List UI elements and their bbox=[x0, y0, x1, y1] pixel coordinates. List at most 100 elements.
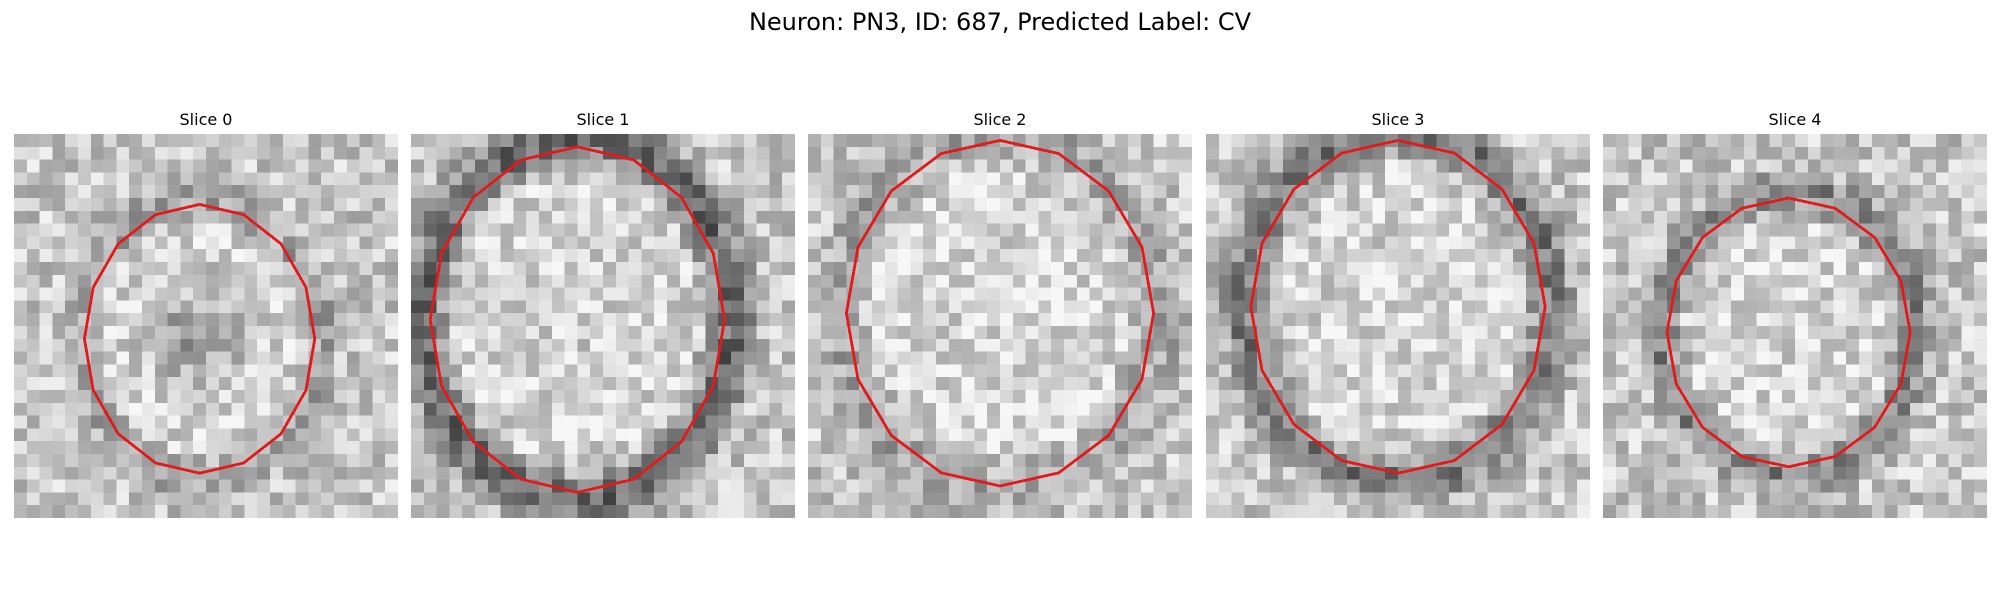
pixel-cell bbox=[487, 249, 501, 263]
pixel-cell bbox=[1410, 185, 1424, 199]
pixel-cell bbox=[1179, 390, 1192, 404]
pixel-cell bbox=[1551, 415, 1565, 429]
pixel-cell bbox=[1833, 351, 1847, 365]
pixel-cell bbox=[231, 185, 245, 199]
pixel-cell bbox=[1359, 326, 1373, 340]
pixel-cell bbox=[1731, 159, 1745, 173]
pixel-cell bbox=[1449, 300, 1463, 314]
pixel-cell bbox=[423, 402, 437, 416]
pixel-cell bbox=[1102, 364, 1116, 378]
pixel-cell bbox=[500, 428, 514, 442]
pixel-cell bbox=[769, 351, 783, 365]
pixel-cell bbox=[1166, 402, 1180, 416]
pixel-cell bbox=[859, 198, 873, 212]
slice-title: Slice 0 bbox=[179, 110, 233, 129]
pixel-cell bbox=[1102, 454, 1116, 468]
pixel-cell bbox=[1012, 351, 1026, 365]
pixel-cell bbox=[1948, 479, 1962, 493]
pixel-cell bbox=[1769, 479, 1783, 493]
pixel-cell bbox=[1756, 313, 1770, 327]
pixel-cell bbox=[1923, 300, 1937, 314]
pixel-cell bbox=[462, 402, 476, 416]
pixel-cell bbox=[1398, 300, 1412, 314]
pixel-cell bbox=[1846, 223, 1860, 237]
pixel-cell bbox=[1551, 313, 1565, 327]
pixel-cell bbox=[1334, 326, 1348, 340]
pixel-cell bbox=[1551, 159, 1565, 173]
pixel-cell bbox=[1076, 236, 1090, 250]
pixel-cell bbox=[1705, 287, 1719, 301]
pixel-cell bbox=[449, 492, 463, 506]
pixel-cell bbox=[1782, 313, 1796, 327]
pixel-cell bbox=[180, 300, 194, 314]
pixel-cell bbox=[90, 364, 104, 378]
pixel-cell bbox=[923, 223, 937, 237]
pixel-cell bbox=[628, 185, 642, 199]
pixel-cell bbox=[411, 364, 425, 378]
pixel-cell bbox=[1833, 274, 1847, 288]
pixel-cell bbox=[1743, 249, 1757, 263]
pixel-cell bbox=[1692, 377, 1706, 391]
pixel-cell bbox=[1807, 210, 1821, 224]
pixel-cell bbox=[1743, 134, 1757, 148]
pixel-cell bbox=[449, 364, 463, 378]
pixel-cell bbox=[1295, 377, 1309, 391]
pixel-cell bbox=[1820, 505, 1834, 518]
pixel-cell bbox=[129, 492, 143, 506]
pixel-cell bbox=[1910, 249, 1924, 263]
pixel-cell bbox=[705, 210, 719, 224]
pixel-cell bbox=[590, 223, 604, 237]
pixel-cell bbox=[1577, 300, 1590, 314]
pixel-cell bbox=[654, 505, 668, 518]
pixel-cell bbox=[1577, 236, 1590, 250]
pixel-cell bbox=[308, 466, 322, 480]
pixel-cell bbox=[372, 287, 386, 301]
pixel-cell bbox=[1795, 441, 1809, 455]
pixel-cell bbox=[142, 402, 156, 416]
pixel-cell bbox=[257, 505, 271, 518]
pixel-cell bbox=[372, 326, 386, 340]
pixel-cell bbox=[1423, 415, 1437, 429]
pixel-cell bbox=[1128, 300, 1142, 314]
pixel-cell bbox=[334, 287, 348, 301]
pixel-cell bbox=[1346, 351, 1360, 365]
pixel-cell bbox=[244, 326, 258, 340]
pixel-cell bbox=[1153, 377, 1167, 391]
pixel-cell bbox=[731, 466, 745, 480]
pixel-cell bbox=[218, 274, 232, 288]
pixel-cell bbox=[1359, 172, 1373, 186]
pixel-cell bbox=[39, 274, 53, 288]
pixel-cell bbox=[551, 454, 565, 468]
pixel-cell bbox=[193, 364, 207, 378]
pixel-cell bbox=[1961, 198, 1975, 212]
pixel-cell bbox=[1820, 146, 1834, 160]
pixel-cell bbox=[1038, 505, 1052, 518]
pixel-cell bbox=[987, 326, 1001, 340]
pixel-cell bbox=[872, 287, 886, 301]
pixel-cell bbox=[1449, 159, 1463, 173]
pixel-cell bbox=[731, 313, 745, 327]
pixel-cell bbox=[257, 249, 271, 263]
pixel-cell bbox=[1500, 287, 1514, 301]
pixel-cell bbox=[14, 134, 28, 148]
pixel-cell bbox=[1564, 390, 1578, 404]
pixel-cell bbox=[1615, 185, 1629, 199]
pixel-cell bbox=[1974, 210, 1987, 224]
pixel-cell bbox=[948, 249, 962, 263]
pixel-cell bbox=[1731, 134, 1745, 148]
pixel-cell bbox=[231, 134, 245, 148]
pixel-cell bbox=[487, 415, 501, 429]
pixel-cell bbox=[551, 377, 565, 391]
pixel-cell bbox=[1257, 146, 1271, 160]
pixel-cell bbox=[1244, 146, 1258, 160]
pixel-cell bbox=[769, 159, 783, 173]
pixel-cell bbox=[423, 364, 437, 378]
pixel-cell bbox=[193, 223, 207, 237]
pixel-cell bbox=[65, 159, 79, 173]
pixel-cell bbox=[1089, 454, 1103, 468]
pixel-cell bbox=[372, 364, 386, 378]
pixel-cell bbox=[923, 338, 937, 352]
pixel-cell bbox=[731, 505, 745, 518]
pixel-cell bbox=[1628, 415, 1642, 429]
pixel-cell bbox=[1615, 313, 1629, 327]
